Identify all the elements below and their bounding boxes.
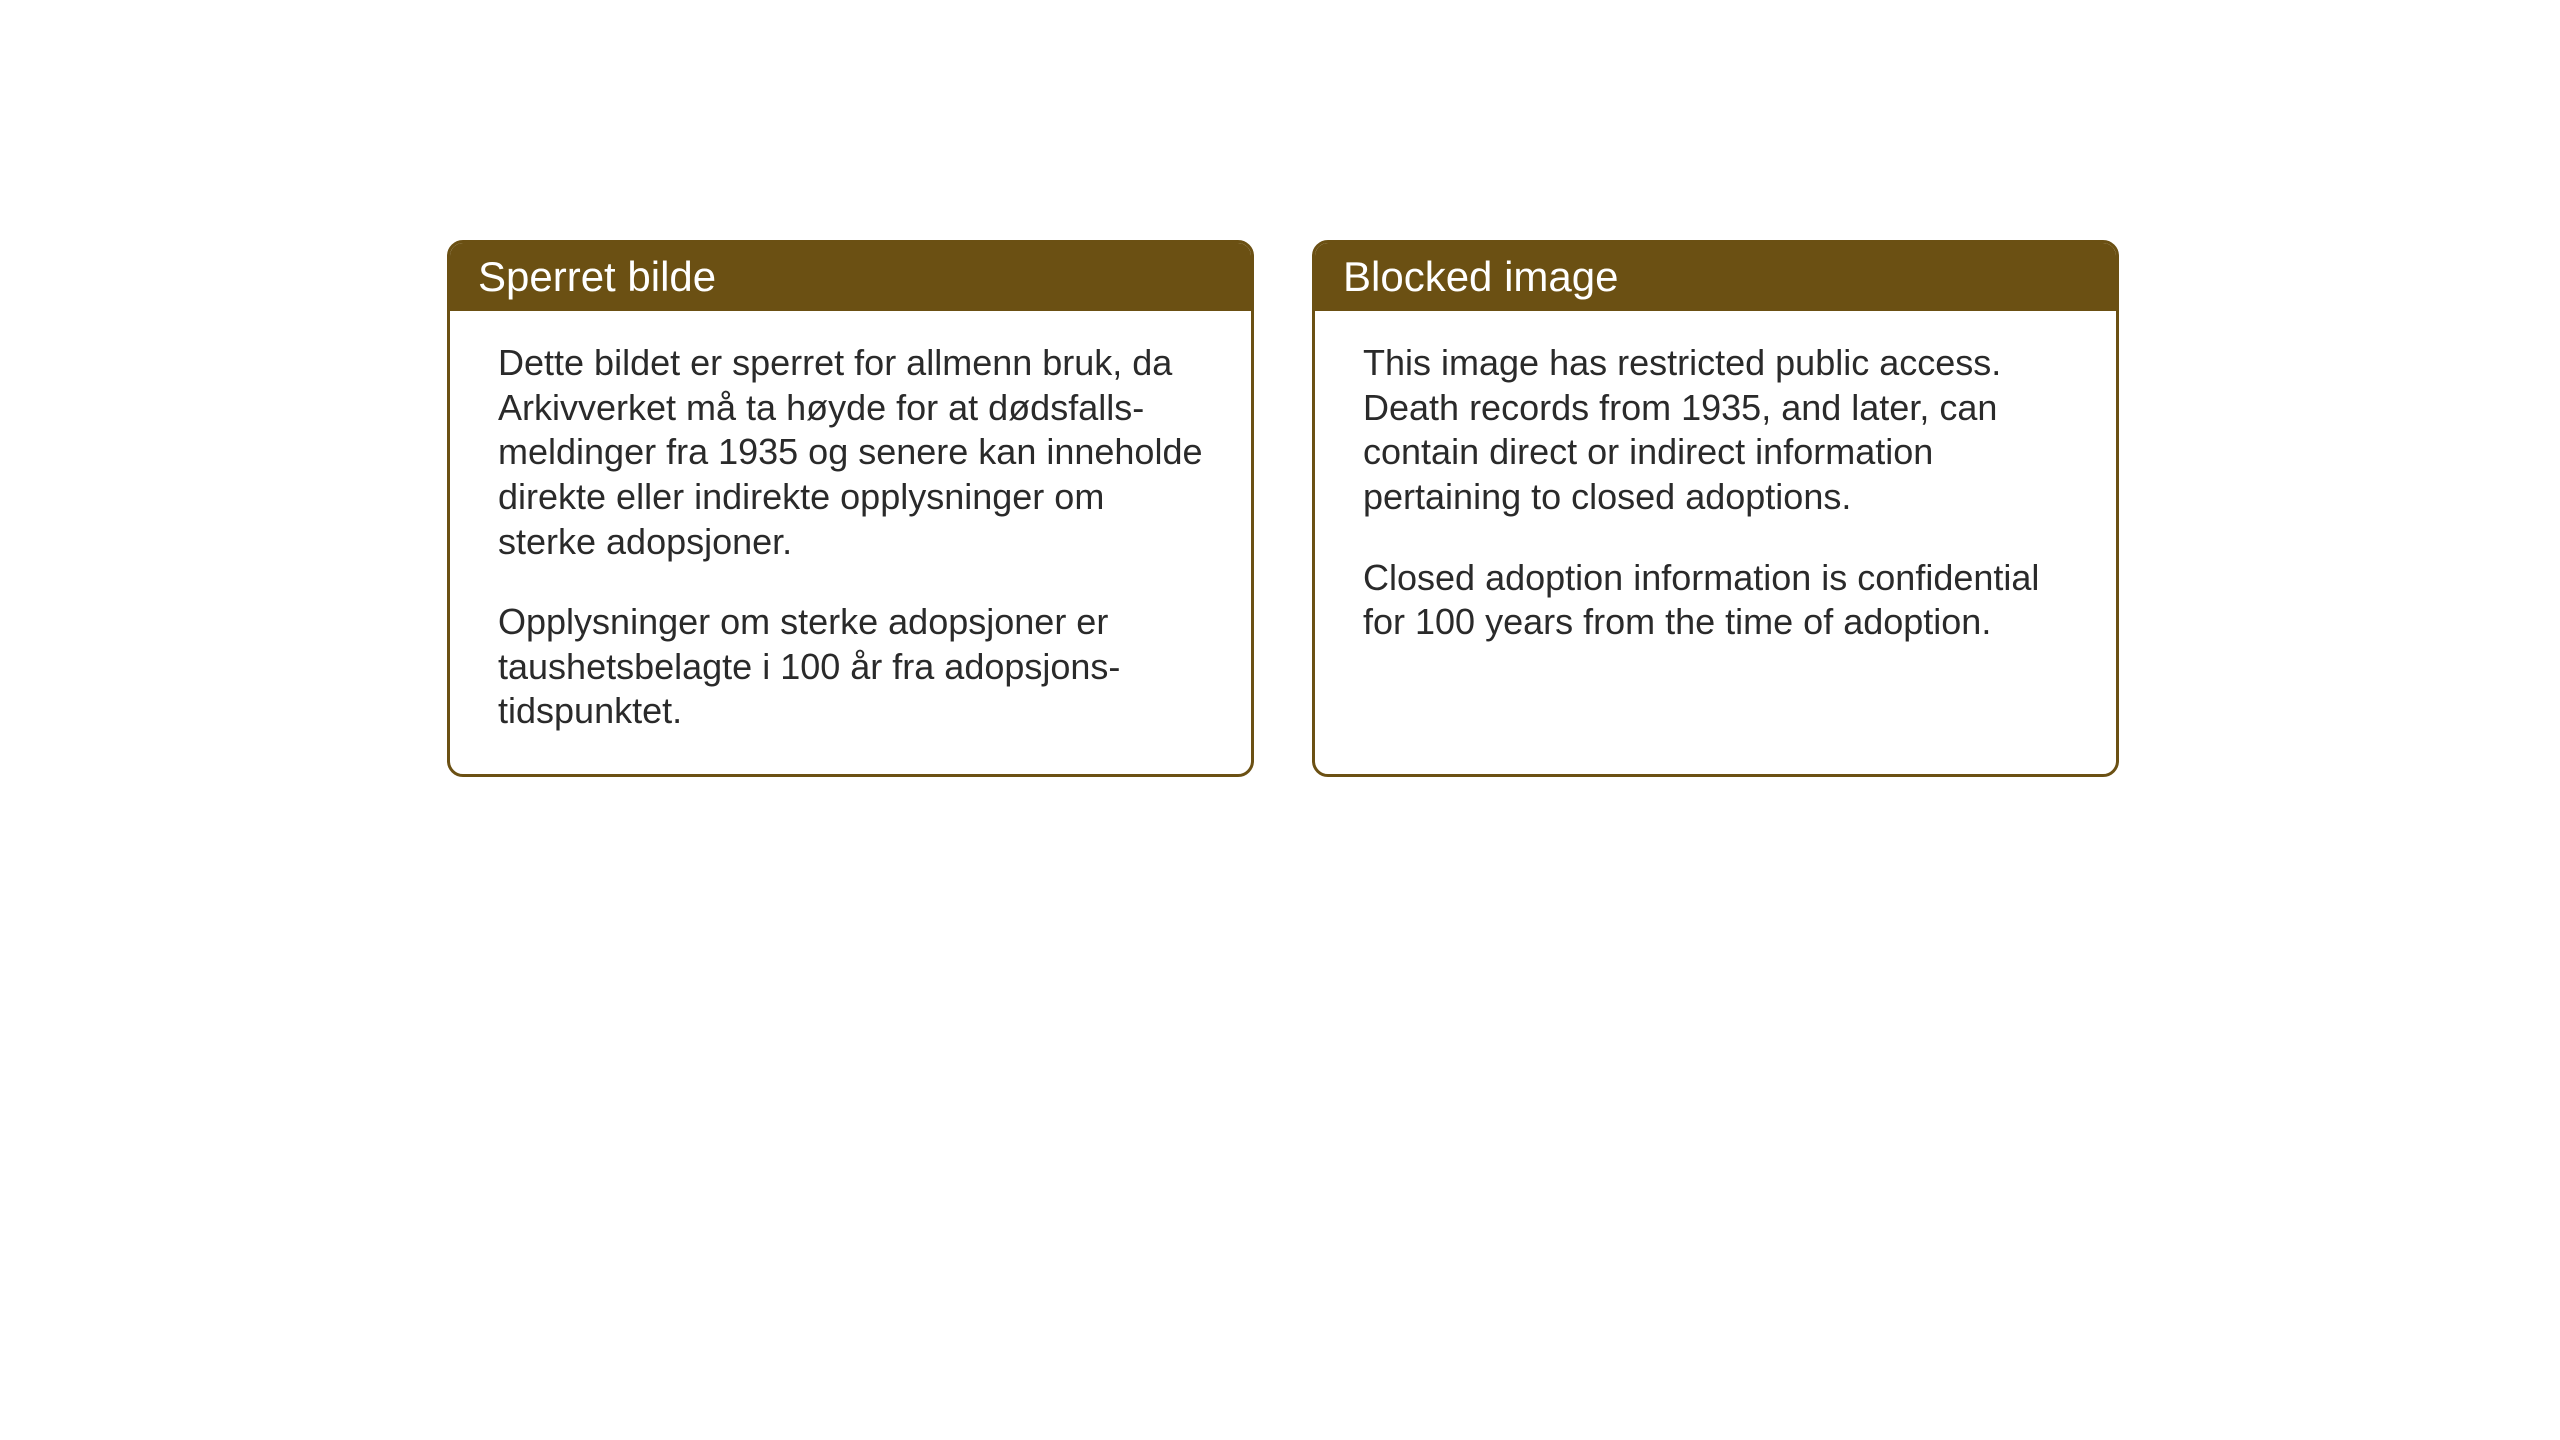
norwegian-card: Sperret bilde Dette bildet er sperret fo…	[447, 240, 1254, 777]
english-title: Blocked image	[1343, 253, 1618, 300]
norwegian-card-header: Sperret bilde	[450, 243, 1251, 311]
norwegian-paragraph-1: Dette bildet er sperret for allmenn bruk…	[498, 341, 1203, 564]
english-card: Blocked image This image has restricted …	[1312, 240, 2119, 777]
english-paragraph-1: This image has restricted public access.…	[1363, 341, 2068, 520]
norwegian-paragraph-2: Opplysninger om sterke adopsjoner er tau…	[498, 600, 1203, 734]
english-paragraph-2: Closed adoption information is confident…	[1363, 556, 2068, 645]
english-card-body: This image has restricted public access.…	[1315, 311, 2116, 685]
norwegian-title: Sperret bilde	[478, 253, 716, 300]
cards-container: Sperret bilde Dette bildet er sperret fo…	[447, 240, 2119, 777]
english-card-header: Blocked image	[1315, 243, 2116, 311]
norwegian-card-body: Dette bildet er sperret for allmenn bruk…	[450, 311, 1251, 774]
